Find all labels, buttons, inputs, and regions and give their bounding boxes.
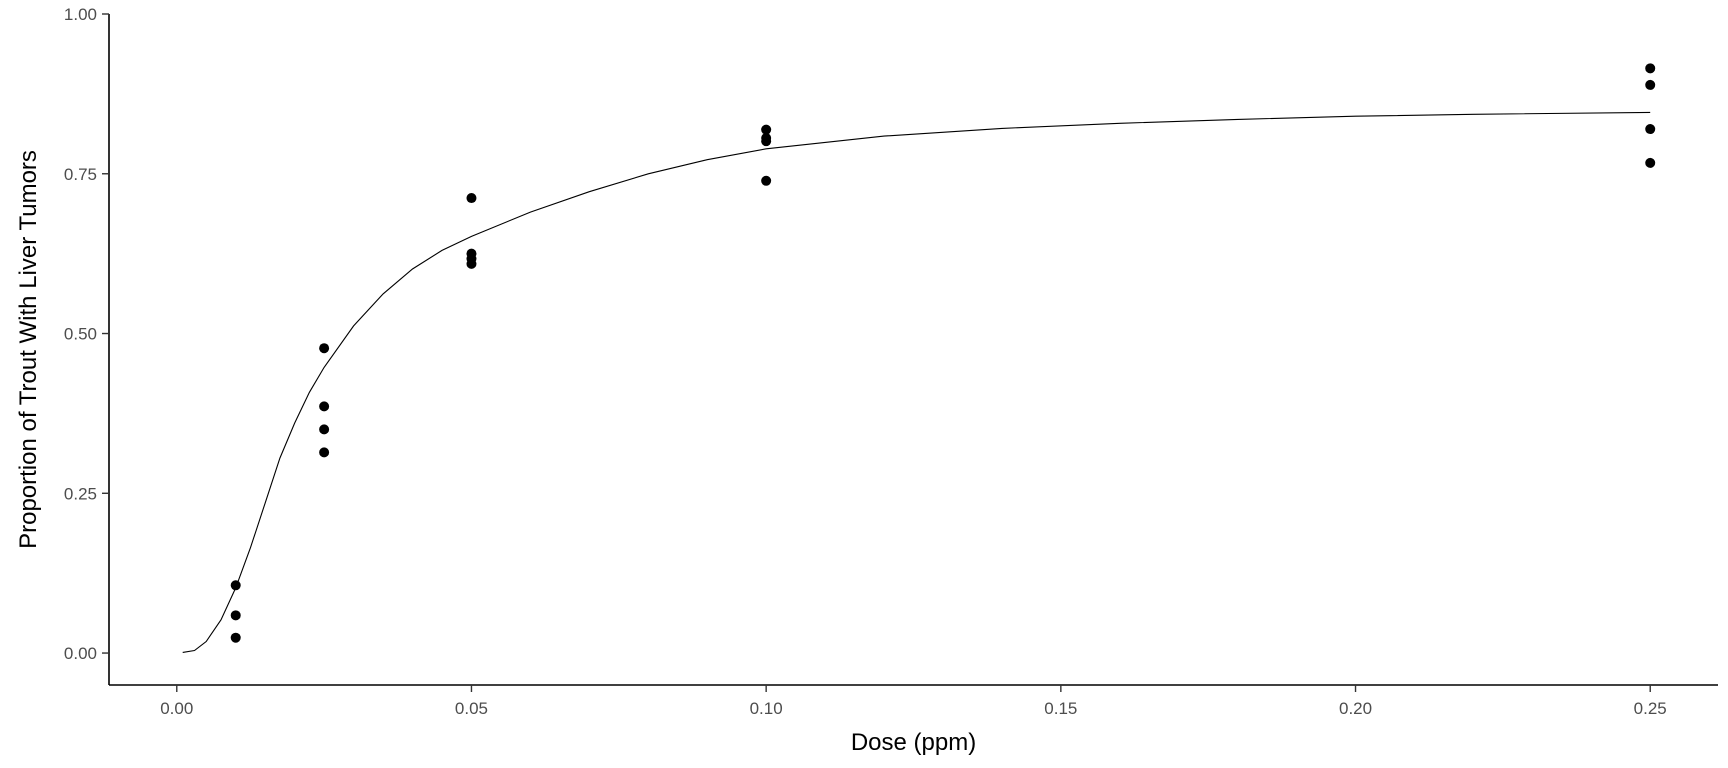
y-tick-label: 0.75 — [64, 165, 97, 184]
y-tick-label: 1.00 — [64, 5, 97, 24]
y-axis-ticks: 0.00 0.25 0.50 0.75 1.00 — [64, 5, 109, 663]
x-tick-label: 0.05 — [455, 699, 488, 718]
data-point — [319, 447, 330, 458]
x-tick-label: 0.00 — [160, 699, 193, 718]
data-point — [319, 424, 330, 435]
x-axis-ticks: 0.00 0.05 0.10 0.15 0.20 0.25 — [160, 685, 1667, 718]
x-tick-label: 0.25 — [1634, 699, 1667, 718]
y-tick-label: 0.50 — [64, 325, 97, 344]
data-point — [230, 632, 241, 643]
data-point — [319, 401, 330, 412]
data-point — [230, 580, 241, 591]
data-point — [761, 124, 772, 135]
data-point — [1645, 124, 1656, 135]
plot-area — [182, 63, 1656, 653]
data-point — [761, 175, 772, 186]
data-point — [466, 193, 477, 204]
data-point — [466, 258, 477, 269]
y-tick-label: 0.00 — [64, 644, 97, 663]
y-tick-label: 0.25 — [64, 484, 97, 503]
fitted-curve — [182, 111, 1651, 653]
data-point — [1645, 63, 1656, 74]
x-axis-title: Dose (ppm) — [851, 729, 976, 756]
data-point — [319, 343, 330, 354]
x-tick-label: 0.10 — [750, 699, 783, 718]
data-point — [1645, 79, 1656, 90]
data-point — [761, 136, 772, 147]
data-point — [230, 610, 241, 621]
y-axis-title: Proportion of Trout With Liver Tumors — [15, 150, 42, 549]
x-tick-label: 0.15 — [1044, 699, 1077, 718]
data-point — [1645, 157, 1656, 168]
x-tick-label: 0.20 — [1339, 699, 1372, 718]
